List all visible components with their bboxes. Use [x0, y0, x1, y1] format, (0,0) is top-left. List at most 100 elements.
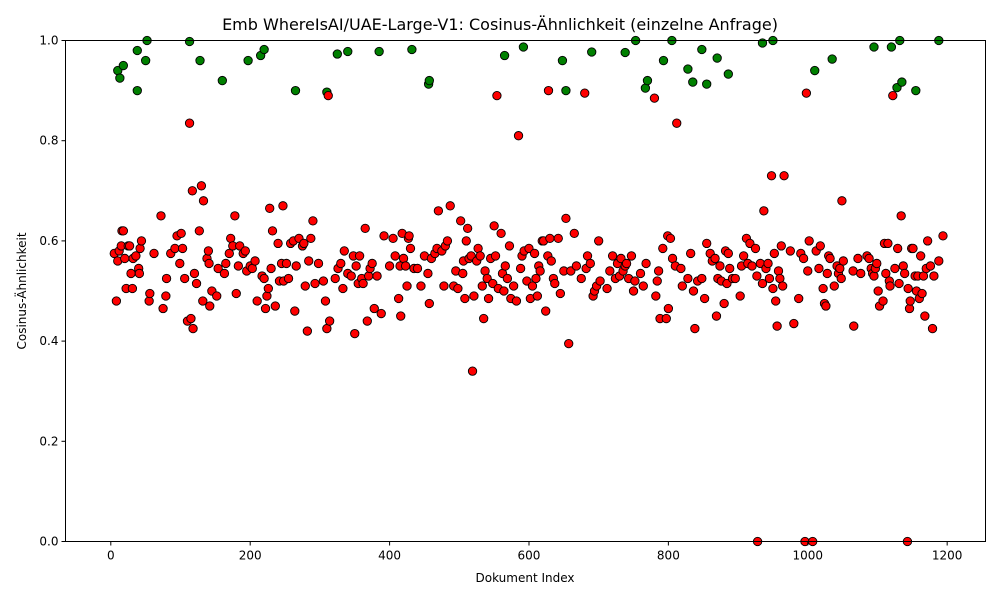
data-point	[661, 313, 671, 324]
data-point	[702, 79, 712, 89]
data-point	[412, 263, 423, 274]
data-point	[260, 303, 271, 314]
data-point	[778, 281, 788, 291]
data-point	[814, 263, 824, 274]
data-point	[243, 55, 253, 66]
data-point	[424, 75, 434, 86]
data-point	[189, 268, 200, 279]
data-point	[118, 60, 129, 71]
data-point	[766, 171, 777, 181]
data-point	[798, 253, 809, 264]
data-point	[318, 276, 329, 286]
data-point	[663, 303, 674, 314]
data-point	[186, 313, 196, 324]
data-point	[825, 253, 835, 264]
data-point	[815, 241, 825, 251]
data-point	[929, 271, 939, 281]
data-point	[757, 278, 768, 289]
y-tick-label: 0.2	[39, 434, 58, 448]
data-point	[126, 268, 136, 279]
data-point	[339, 246, 349, 256]
data-point	[489, 221, 499, 231]
data-point	[492, 90, 502, 101]
x-tick-label: 400	[378, 549, 401, 563]
data-point	[546, 256, 556, 266]
data-point	[320, 296, 331, 306]
data-point	[360, 223, 370, 234]
data-point	[794, 293, 804, 304]
data-point	[233, 261, 244, 271]
data-point	[602, 283, 612, 294]
data-point	[330, 273, 340, 284]
data-point	[900, 268, 910, 279]
data-point	[683, 64, 693, 74]
data-point	[515, 263, 526, 274]
data-point	[496, 228, 506, 239]
data-point	[772, 321, 782, 331]
data-point	[445, 201, 455, 211]
data-point	[127, 283, 138, 294]
data-point	[467, 366, 478, 376]
data-point	[338, 283, 348, 294]
data-point	[564, 338, 574, 349]
data-point	[894, 278, 904, 289]
x-tick-label: 600	[518, 549, 541, 563]
data-point	[217, 75, 227, 86]
data-point	[346, 271, 356, 281]
data-point	[132, 85, 142, 96]
data-point	[934, 256, 944, 266]
data-point	[460, 293, 470, 304]
data-point	[665, 233, 676, 244]
data-point	[475, 251, 485, 261]
data-point	[188, 323, 198, 334]
data-point	[653, 266, 664, 276]
data-point	[479, 313, 489, 324]
data-point	[265, 203, 275, 213]
data-point	[821, 301, 831, 311]
data-point	[903, 283, 913, 294]
data-point	[230, 211, 240, 221]
data-point	[735, 291, 745, 301]
data-point	[688, 286, 699, 296]
axes-frame	[65, 40, 986, 542]
data-point	[504, 241, 515, 251]
data-point	[518, 42, 529, 52]
x-tick-label: 0	[107, 549, 115, 563]
plot-area	[65, 35, 986, 547]
data-point	[219, 268, 230, 279]
data-point	[917, 288, 927, 299]
data-point	[145, 288, 155, 299]
x-tick-label: 800	[657, 549, 680, 563]
data-point	[226, 233, 236, 244]
data-point	[529, 248, 540, 259]
data-point	[364, 271, 374, 281]
chart-title: Emb WhereIsAI/UAE-Large-V1: Cosinus-Ähnl…	[222, 15, 778, 34]
x-tick-label: 1000	[792, 549, 823, 563]
data-point	[453, 283, 463, 294]
data-point	[118, 226, 129, 236]
data-point	[725, 263, 735, 274]
data-point	[771, 296, 781, 306]
data-point	[527, 281, 538, 291]
data-point	[390, 251, 400, 261]
data-point	[336, 258, 346, 269]
data-point	[869, 42, 879, 52]
data-point	[881, 268, 891, 279]
data-point	[763, 258, 773, 269]
data-point	[184, 36, 195, 47]
data-point	[752, 271, 762, 281]
data-point	[194, 226, 204, 236]
data-point	[213, 263, 223, 274]
data-point	[628, 286, 639, 296]
data-point	[278, 201, 288, 211]
data-point	[837, 196, 847, 206]
data-point	[804, 236, 814, 246]
data-point	[500, 261, 510, 271]
data-point	[630, 276, 640, 286]
data-point	[896, 211, 906, 221]
data-point	[300, 281, 310, 291]
data-point	[803, 266, 813, 276]
data-point	[384, 261, 395, 271]
data-point	[132, 45, 142, 56]
data-point	[699, 293, 710, 304]
